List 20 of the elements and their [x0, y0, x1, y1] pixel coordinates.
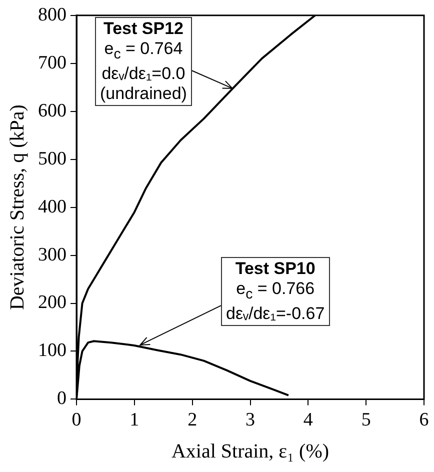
x-tick-label: 0 — [72, 410, 82, 431]
y-tick-label: 400 — [38, 196, 66, 218]
x-tick-label: 6 — [419, 410, 429, 431]
x-tick-label: 2 — [188, 410, 198, 431]
y-tick-label: 0 — [57, 388, 66, 410]
x-tick-label: 3 — [246, 410, 255, 431]
y-tick-label: 100 — [38, 340, 66, 362]
x-tick-label: 4 — [303, 410, 314, 431]
y-tick-label: 300 — [38, 244, 66, 266]
y-tick-label: 600 — [38, 100, 66, 122]
y-tick-label: 800 — [38, 4, 66, 26]
x-tick-label: 5 — [361, 410, 371, 431]
annotation: Test SP10 e$_{c}$ = 0.766 dεᵥ/dε₁=-0.67 — [226, 259, 325, 324]
y-axis-title: Deviatoric Stress, q (kPa) — [6, 104, 28, 310]
y-tick-label: 700 — [38, 52, 66, 74]
annotation: Test SP12 e$_{c}$ = 0.764 dεᵥ/dε₁=0.0 (undrained) — [100, 19, 187, 104]
x-tick-label: 1 — [130, 410, 140, 431]
y-tick-label: 500 — [38, 148, 66, 170]
x-axis-title: Axial Strain, ε₁ (%) — [171, 440, 330, 462]
y-tick-label: 200 — [38, 292, 66, 314]
